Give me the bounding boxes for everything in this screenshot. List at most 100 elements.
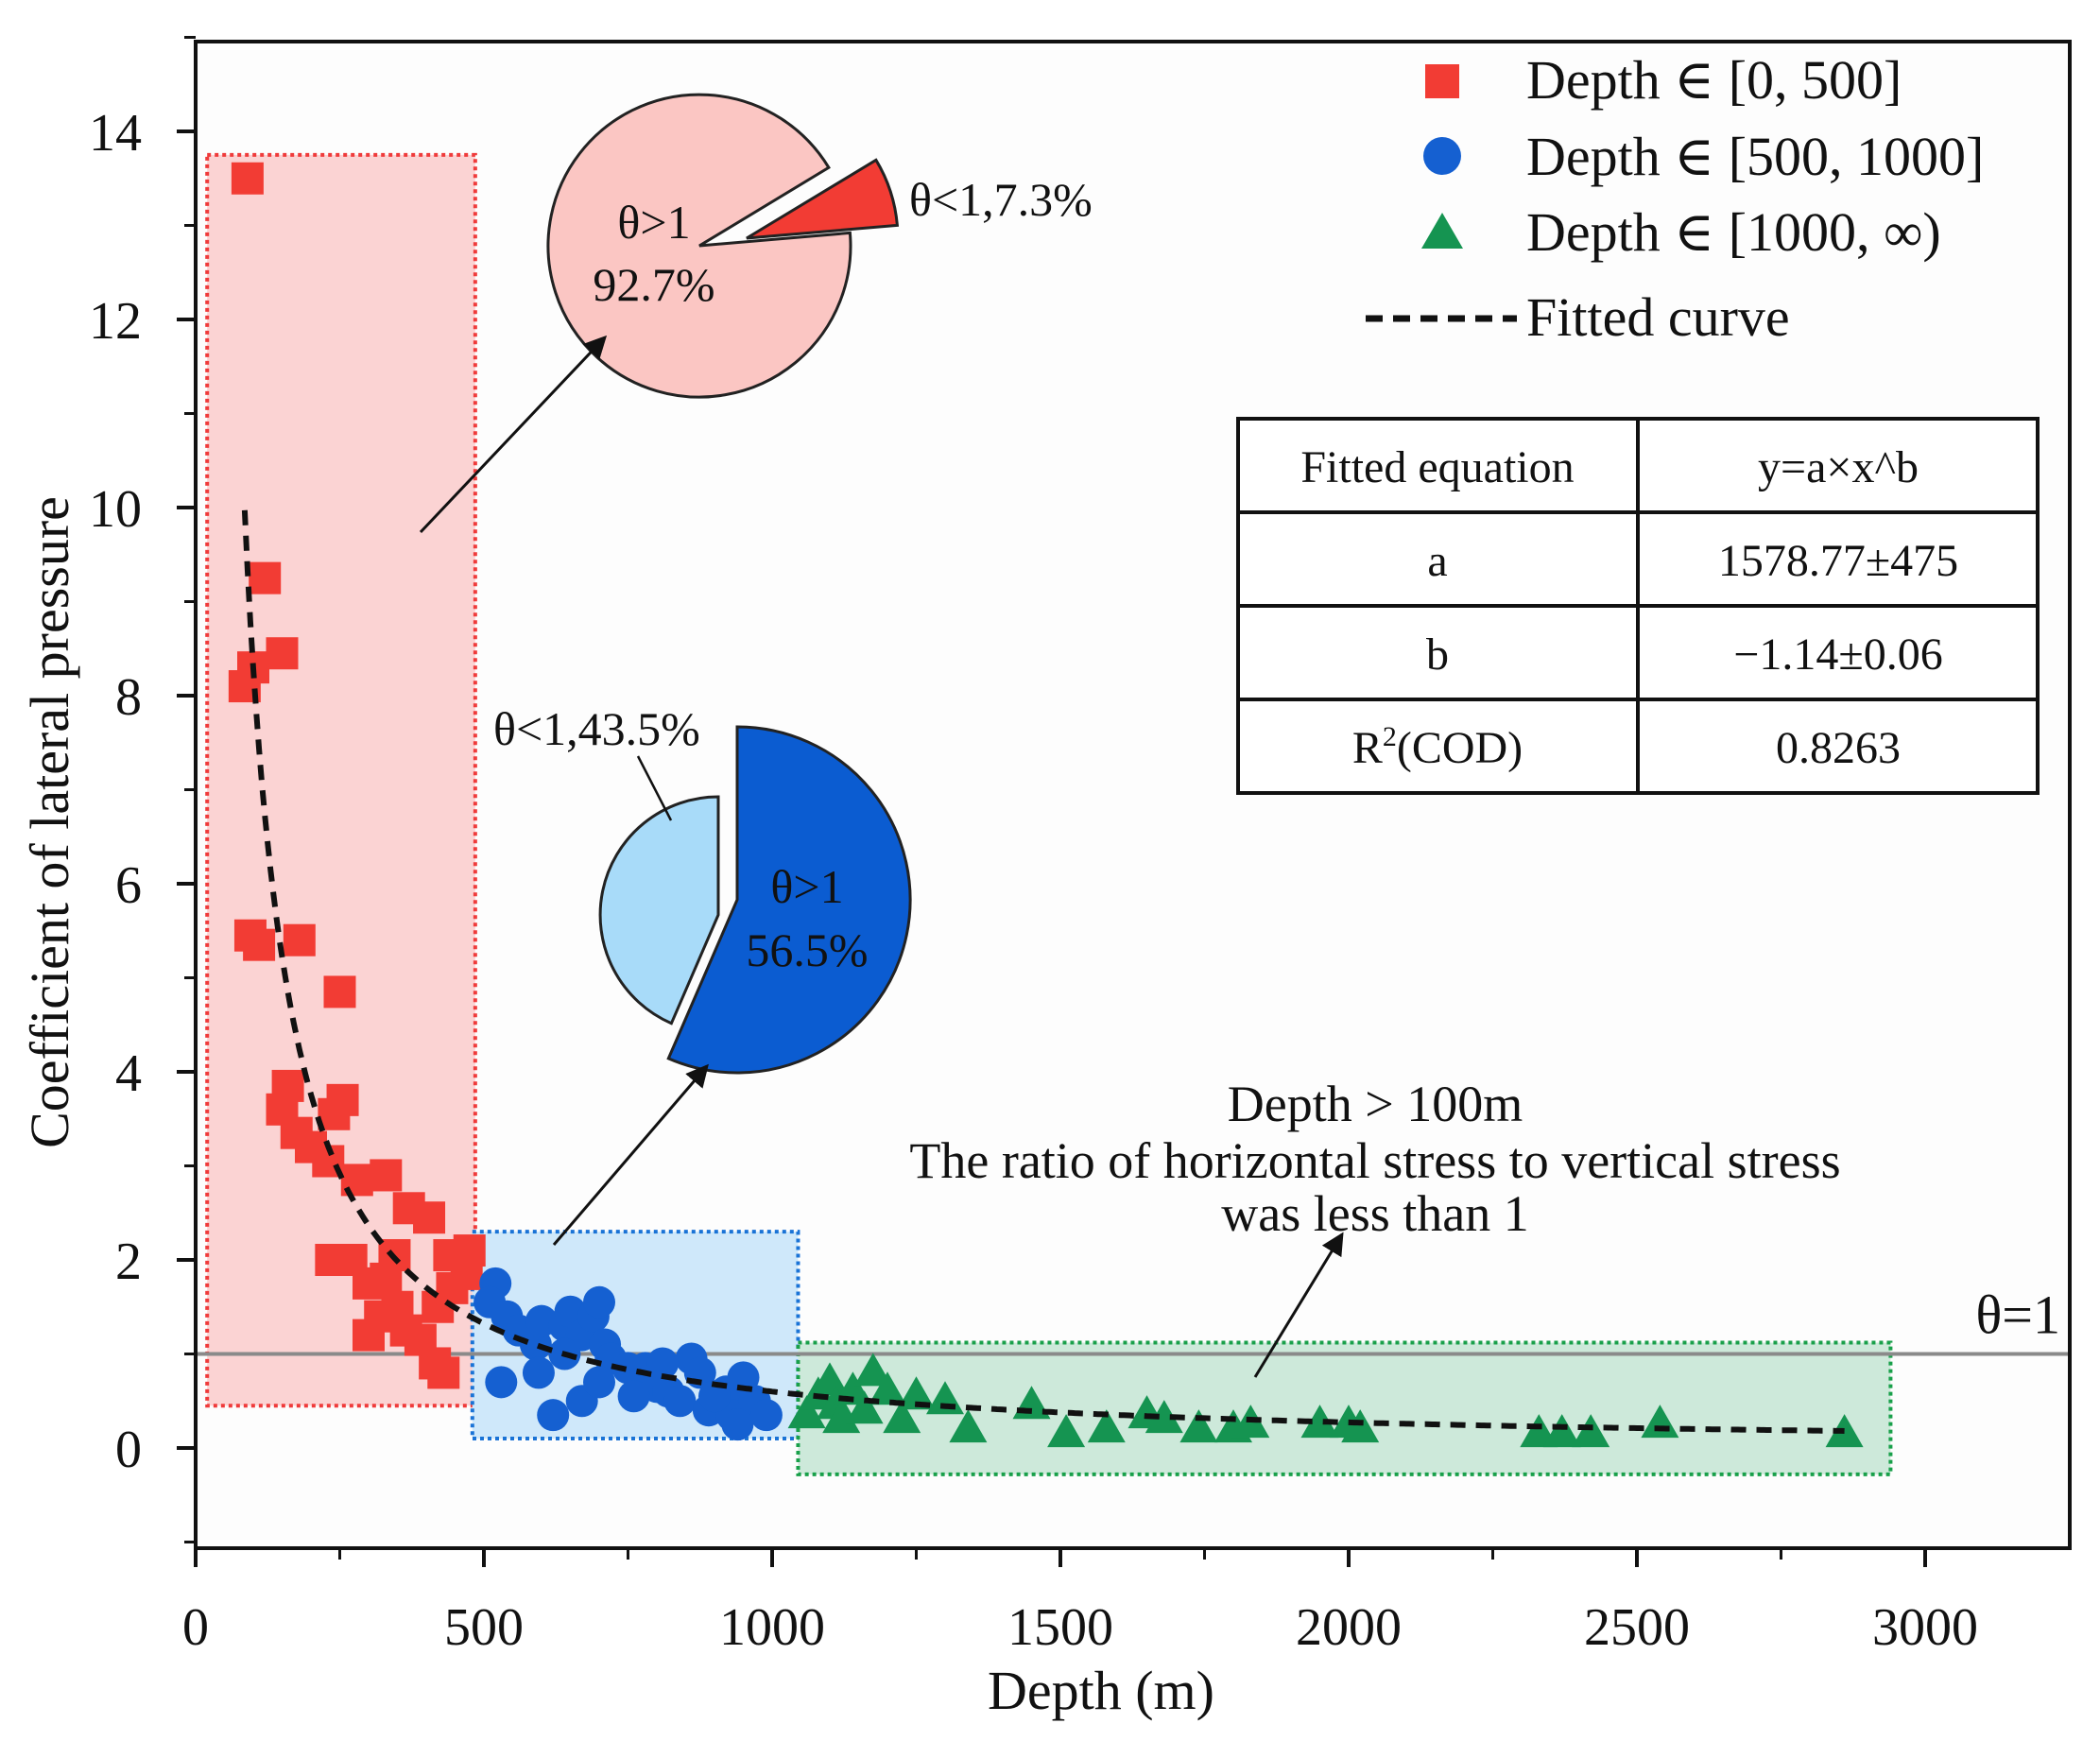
legend-label-1000-inf: Depth ∈ [1000, ∞) — [1526, 201, 1941, 263]
depth-annotation: Depth > 100m The ratio of horizontal str… — [909, 1076, 1840, 1242]
pie-slice-theta-lt-1 — [746, 158, 900, 240]
x-tick-label: 1500 — [1007, 1598, 1113, 1657]
data-point-circle — [721, 1408, 754, 1441]
y-tick-label: 14 — [89, 104, 142, 163]
data-point-triangle — [869, 1371, 906, 1405]
data-point-circle — [583, 1366, 615, 1399]
legend: Depth ∈ [0, 500] Depth ∈ [500, 1000] Dep… — [1366, 49, 1984, 348]
highlight-region — [796, 1340, 1893, 1476]
y-tick-label: 8 — [115, 668, 142, 727]
y-axis-title: Coefficient of lateral pressure — [19, 496, 80, 1148]
data-point-circle — [485, 1366, 518, 1399]
data-point-square — [266, 637, 299, 670]
data-point-square — [231, 162, 264, 195]
pie-label-leader-line — [636, 755, 673, 821]
legend-marker-triangle — [1421, 213, 1463, 249]
y-tick-label: 12 — [89, 292, 142, 351]
legend-label-fitted-curve: Fitted curve — [1526, 286, 1790, 348]
annotation-line: Depth > 100m — [1228, 1076, 1523, 1132]
pie-chart-500-1000: θ>1 56.5% θ<1,43.5% — [493, 702, 912, 1075]
fit-table-value: y=a×x^b — [1758, 442, 1919, 492]
data-point-triangle — [949, 1409, 988, 1443]
data-point-square — [249, 561, 282, 595]
plot-frame — [194, 40, 2072, 1550]
data-point-circle — [537, 1399, 570, 1432]
legend-marker-square — [1425, 64, 1459, 98]
annotation-line: was less than 1 — [1221, 1185, 1528, 1242]
data-point-triangle — [1179, 1409, 1218, 1443]
arrow-to-red-pie — [419, 335, 608, 534]
pie-label-theta-lt-1: θ<1,43.5% — [493, 702, 700, 755]
data-point-circle — [646, 1347, 680, 1380]
data-point-circle — [663, 1385, 697, 1418]
y-tick-label: 0 — [115, 1421, 142, 1479]
highlight-region — [205, 152, 477, 1408]
arrow-to-annotation — [1253, 1232, 1344, 1378]
pie-label-theta-gt-1: θ>1 — [617, 196, 690, 249]
data-point-triangle — [853, 1353, 892, 1387]
data-point-circle — [749, 1399, 783, 1432]
y-axis-ticks: 0 2 4 6 8 10 12 14 — [89, 36, 196, 1543]
data-point-triangle — [1145, 1400, 1183, 1434]
data-point-square — [370, 1159, 403, 1192]
data-point-triangle — [1341, 1409, 1380, 1443]
x-tick-label: 2000 — [1296, 1598, 1402, 1657]
data-point-triangle — [1300, 1405, 1339, 1439]
pie-slice-theta-lt-1 — [598, 795, 720, 1026]
data-point-circle — [522, 1356, 555, 1389]
data-point-square — [353, 1319, 385, 1352]
arrow-to-blue-pie — [552, 1063, 709, 1246]
data-point-triangle — [1572, 1414, 1610, 1448]
fitted-curve-line — [241, 509, 1845, 1434]
legend-label-500-1000: Depth ∈ [500, 1000] — [1526, 126, 1984, 187]
pie-chart-0-500: θ>1 92.7% θ<1,7.3% — [546, 93, 1093, 399]
pie-slice-theta-gt-1 — [666, 725, 912, 1075]
pie-label-theta-gt-1: θ>1 — [770, 860, 843, 913]
data-point-square — [323, 975, 356, 1008]
pie-label-percent: 56.5% — [746, 923, 868, 976]
data-point-triangle — [1087, 1409, 1126, 1443]
x-tick-label: 500 — [444, 1598, 524, 1657]
fit-table-value: 0.8263 — [1776, 723, 1901, 773]
data-point-square — [453, 1234, 486, 1267]
x-tick-label: 2500 — [1584, 1598, 1690, 1657]
x-tick-label: 0 — [182, 1598, 209, 1657]
pie-label-percent: 92.7% — [593, 258, 714, 311]
y-tick-label: 2 — [115, 1232, 142, 1291]
x-axis-ticks: 0 500 1000 1500 2000 2500 3000 — [182, 1548, 1978, 1657]
data-point-square — [413, 1201, 446, 1234]
data-markers — [228, 162, 1864, 1448]
depth-regions — [205, 152, 1893, 1476]
data-point-square — [283, 923, 316, 957]
data-point-triangle — [1047, 1414, 1086, 1448]
y-tick-label: 10 — [89, 480, 142, 539]
fit-table-value: −1.14±0.06 — [1733, 629, 1942, 680]
pie-label-theta-lt-1: θ<1,7.3% — [909, 173, 1093, 226]
data-point-triangle — [811, 1362, 849, 1396]
fit-table-value: 1578.77±475 — [1718, 536, 1958, 586]
pie-slice-theta-gt-1 — [546, 93, 852, 399]
fit-table-key: b — [1426, 629, 1449, 680]
annotation-line: The ratio of horizontal stress to vertic… — [909, 1132, 1840, 1189]
data-point-circle — [583, 1285, 615, 1319]
data-point-triangle — [1542, 1414, 1581, 1448]
data-point-square — [243, 928, 276, 961]
data-point-square — [427, 1356, 460, 1389]
data-point-triangle — [822, 1400, 861, 1434]
data-point-circle — [617, 1380, 650, 1413]
data-point-triangle — [845, 1390, 884, 1424]
data-point-triangle — [897, 1376, 936, 1410]
y-tick-label: 4 — [115, 1044, 142, 1103]
data-point-triangle — [787, 1395, 826, 1429]
x-axis-title: Depth (m) — [988, 1660, 1214, 1721]
fit-table-key: R2(COD) — [1352, 721, 1523, 773]
x-tick-label: 3000 — [1872, 1598, 1978, 1657]
legend-marker-circle — [1423, 137, 1461, 175]
fit-table-key: Fitted equation — [1300, 442, 1574, 492]
theta-1-label: θ=1 — [1976, 1284, 2061, 1346]
fit-table-key: a — [1427, 536, 1447, 586]
x-tick-label: 1000 — [719, 1598, 825, 1657]
legend-label-0-500: Depth ∈ [0, 500] — [1526, 49, 1902, 111]
fit-table: Fitted equation y=a×x^b a 1578.77±475 b … — [1236, 417, 2040, 795]
